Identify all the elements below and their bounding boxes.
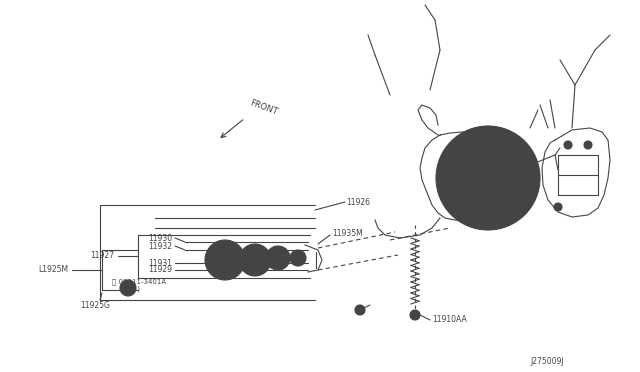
Text: 11931: 11931: [148, 259, 172, 267]
Circle shape: [584, 141, 592, 149]
Circle shape: [564, 141, 572, 149]
Circle shape: [436, 126, 540, 230]
Circle shape: [248, 253, 262, 267]
Circle shape: [456, 146, 520, 210]
Circle shape: [475, 165, 501, 191]
Circle shape: [215, 250, 235, 270]
Circle shape: [554, 203, 562, 211]
Text: Ⓝ 08911-3401A: Ⓝ 08911-3401A: [112, 279, 166, 285]
Text: 11935M: 11935M: [332, 228, 363, 237]
Text: 11926: 11926: [346, 198, 370, 206]
Text: FRONT: FRONT: [248, 99, 278, 117]
Circle shape: [290, 250, 306, 266]
Circle shape: [120, 280, 136, 296]
Circle shape: [295, 255, 301, 261]
Circle shape: [273, 253, 283, 263]
Text: 11925G: 11925G: [80, 301, 110, 310]
Text: 11910AA: 11910AA: [432, 315, 467, 324]
Circle shape: [266, 246, 290, 270]
Circle shape: [205, 240, 245, 280]
Text: 11929: 11929: [148, 266, 172, 275]
Text: 11927: 11927: [90, 251, 114, 260]
Circle shape: [239, 244, 271, 276]
Text: 11930: 11930: [148, 234, 172, 243]
Text: L1925M: L1925M: [38, 266, 68, 275]
Text: J275009J: J275009J: [530, 357, 564, 366]
Text: 11932: 11932: [148, 241, 172, 250]
Text: (1): (1): [130, 286, 140, 292]
Circle shape: [410, 310, 420, 320]
Circle shape: [355, 305, 365, 315]
